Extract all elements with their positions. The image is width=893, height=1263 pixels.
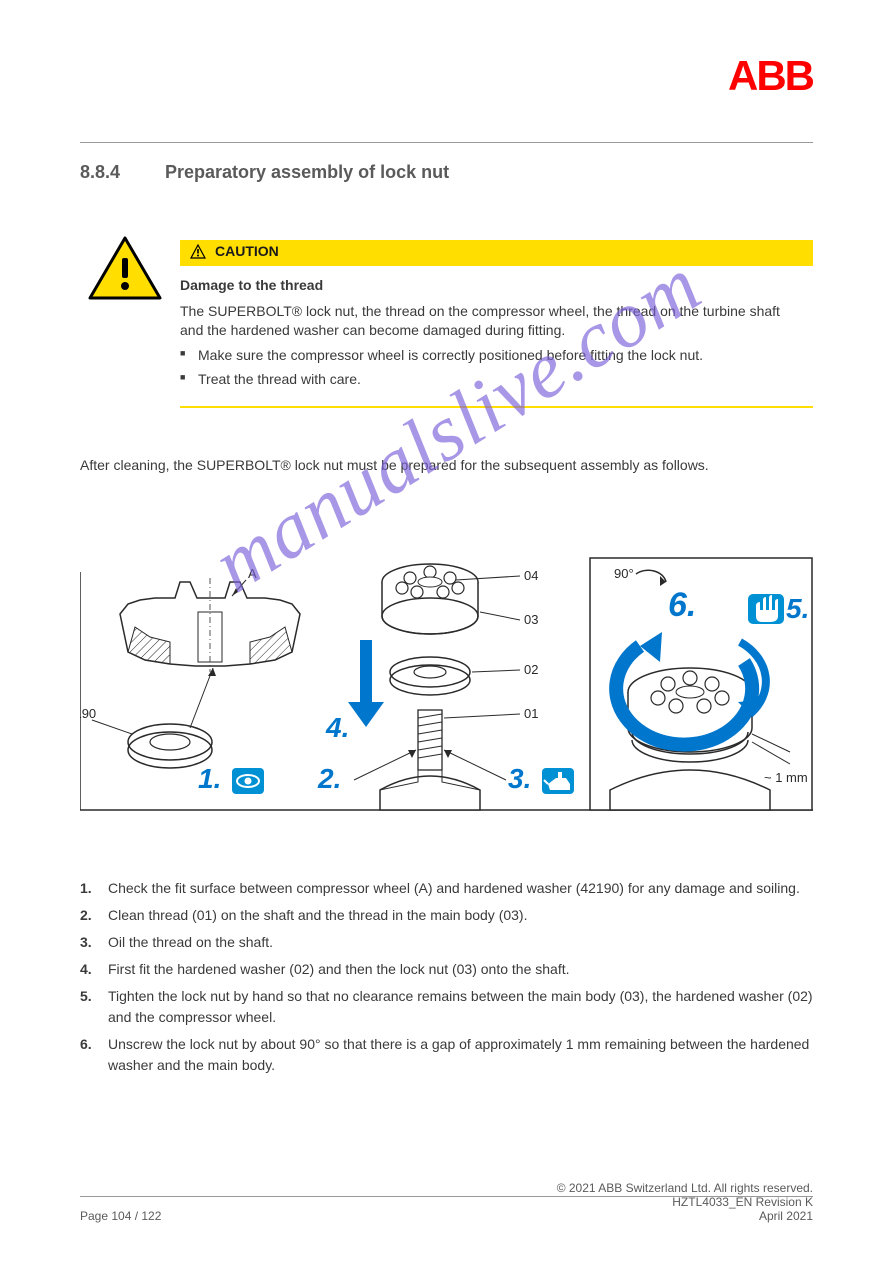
step-4: First fit the hardened washer (02) and t…: [80, 959, 813, 980]
diagram-callout-03: 03: [524, 612, 538, 627]
caution-text: The SUPERBOLT® lock nut, the thread on t…: [180, 302, 803, 341]
diagram-step-5: 5.: [786, 593, 809, 624]
diagram-step-2: 2.: [317, 763, 341, 794]
caution-small-icon: [190, 244, 206, 260]
diagram-step-1: 1.: [198, 763, 221, 794]
diagram-gap-label: ~ 1 mm: [764, 770, 808, 785]
step-2: Clean thread (01) on the shaft and the t…: [80, 905, 813, 926]
caution-heading: Damage to the thread: [180, 276, 803, 296]
footer-doc-id: HZTL4033_EN Revision K: [557, 1195, 813, 1209]
diagram-callout-02: 02: [524, 662, 538, 677]
caution-label: CAUTION: [215, 243, 279, 259]
page: ABB 8.8.4 Preparatory assembly of lock n…: [0, 0, 893, 1263]
footer-date: April 2021: [557, 1209, 813, 1223]
caution-triangle-icon: [86, 234, 164, 304]
intro-text: After cleaning, the SUPERBOLT® lock nut …: [80, 456, 813, 476]
diagram-step-4: 4.: [325, 712, 349, 743]
section-title: Preparatory assembly of lock nut: [165, 162, 449, 183]
footer-page: Page 104 / 122: [80, 1209, 161, 1223]
caution-bottom-rule: [180, 406, 813, 408]
footer-copyright: © 2021 ABB Switzerland Ltd. All rights r…: [557, 1181, 813, 1195]
top-rule: [80, 142, 813, 143]
step-6: Unscrew the lock nut by about 90° so tha…: [80, 1034, 813, 1076]
diagram-left-panel: A 42190 1.: [80, 566, 300, 794]
diagram-step-3: 3.: [508, 763, 531, 794]
caution-bullet-2: Treat the thread with care.: [180, 370, 803, 390]
diagram-axis-label: A: [248, 566, 257, 581]
step-5: Tighten the lock nut by hand so that no …: [80, 986, 813, 1028]
abb-logo: ABB: [728, 52, 813, 100]
caution-bullet-1: Make sure the compressor wheel is correc…: [180, 346, 803, 366]
diagram-callout-01: 01: [524, 706, 538, 721]
section-number: 8.8.4: [80, 162, 120, 183]
step-list: Check the fit surface between compressor…: [80, 878, 813, 1082]
step-1: Check the fit surface between compressor…: [80, 878, 813, 899]
diagram-svg: A 42190 1.: [80, 532, 813, 842]
diagram-callout-04: 04: [524, 568, 538, 583]
footer-right: © 2021 ABB Switzerland Ltd. All rights r…: [557, 1181, 813, 1223]
caution-body: Damage to the thread The SUPERBOLT® lock…: [180, 266, 813, 406]
diagram-part-42190: 42190: [80, 706, 96, 721]
diagram-right-panel: 90° 6. 5. ~ 1 mm: [590, 558, 812, 810]
diagram: A 42190 1.: [80, 532, 813, 842]
diagram-angle-label: 90°: [614, 566, 634, 581]
caution-strip: CAUTION: [180, 240, 813, 266]
diagram-middle-panel: 03 04 02: [317, 564, 574, 810]
caution-bullets: Make sure the compressor wheel is correc…: [180, 346, 803, 390]
caution-box: CAUTION Damage to the thread The SUPERBO…: [80, 240, 813, 408]
step-3: Oil the thread on the shaft.: [80, 932, 813, 953]
diagram-step-6: 6.: [668, 586, 696, 624]
